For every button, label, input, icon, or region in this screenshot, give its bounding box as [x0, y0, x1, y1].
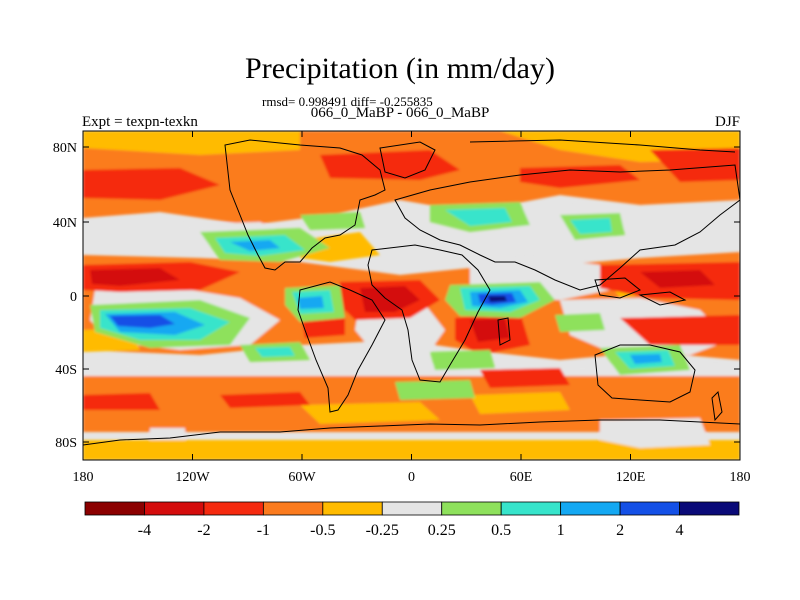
- colorbar-label: -0.25: [366, 522, 399, 539]
- chart-subtitle: 066_0_MaBP - 066_0_MaBP: [310, 105, 490, 121]
- colorbar-swatch: [322, 501, 383, 516]
- precip-region-red: [83, 168, 220, 200]
- lon-tick-label: 120E: [616, 470, 646, 485]
- latitude-axis: 80N 40N 0 40S 80S: [53, 141, 740, 451]
- colorbar-swatch: [381, 501, 443, 516]
- colorbar-label: -2: [197, 522, 210, 539]
- coastline: [711, 390, 723, 422]
- precip-region-lightblue: [630, 354, 662, 364]
- season-label: DJF: [714, 114, 740, 130]
- longitude-axis: 180 120W 60W 0 60E 120E 180: [73, 131, 751, 485]
- colorbar-swatch: [203, 501, 264, 516]
- precip-region-darkred: [470, 318, 510, 342]
- colorbar-label: -4: [138, 522, 151, 539]
- colorbar-swatch: [262, 501, 324, 516]
- lat-tick-label: 80S: [55, 436, 77, 451]
- colorbar: -4 -2 -1 -0.5 -0.25 0.25 0.5 1 2 4: [84, 501, 740, 539]
- coastline: [367, 244, 491, 383]
- precip-region-red: [520, 165, 640, 188]
- precip-region-red: [650, 148, 740, 182]
- precip-region-green: [300, 212, 365, 230]
- precip-region-red: [620, 315, 740, 345]
- coastline: [469, 139, 736, 153]
- precip-region-yellow: [470, 392, 570, 414]
- precip-region-darkred: [90, 268, 180, 286]
- colorbar-label: -1: [257, 522, 270, 539]
- coastline: [224, 139, 386, 271]
- precip-region-yellow: [300, 402, 440, 424]
- precip-region-cyan: [570, 218, 612, 234]
- lon-tick-label: 60E: [510, 470, 533, 485]
- lat-tick-label: 40N: [53, 216, 77, 231]
- precip-region-darkred: [640, 270, 715, 288]
- precip-region-red: [83, 393, 160, 410]
- lat-tick-label: 0: [70, 290, 77, 305]
- coastline-layer: [83, 139, 740, 446]
- colorbar-label: 1: [557, 522, 565, 539]
- colorbar-swatch: [500, 501, 562, 516]
- precip-region-blue: [110, 315, 175, 328]
- colorbar-label: 2: [616, 522, 624, 539]
- lon-tick-label: 180: [730, 470, 751, 485]
- precip-region-background: [600, 418, 710, 448]
- precip-region-cyan: [445, 208, 512, 226]
- colorbar-label: -0.5: [310, 522, 335, 539]
- colorbar-label: 0.5: [491, 522, 511, 539]
- precip-region-yellow: [83, 131, 300, 155]
- precip-region-red: [220, 392, 310, 408]
- coastline: [638, 291, 687, 306]
- colorbar-label: 4: [676, 522, 684, 539]
- precip-field-layer: [83, 131, 740, 460]
- lon-tick-label: 180: [73, 470, 94, 485]
- coastline: [379, 141, 436, 179]
- colorbar-swatch: [679, 501, 740, 516]
- precip-region-lightblue: [230, 240, 280, 251]
- lon-tick-label: 120W: [175, 470, 210, 485]
- colorbar-swatch: [560, 501, 621, 516]
- precip-region-navy: [488, 296, 507, 302]
- lon-tick-label: 0: [408, 470, 415, 485]
- precip-region-red: [320, 150, 460, 180]
- precip-region-green: [395, 380, 475, 400]
- precip-region-yellow: [83, 440, 740, 460]
- precip-region-red: [480, 368, 570, 388]
- coastline: [594, 277, 641, 299]
- lat-tick-label: 80N: [53, 141, 77, 156]
- coastline: [83, 419, 740, 446]
- lon-tick-label: 60W: [288, 470, 316, 485]
- precip-region-green: [555, 313, 605, 332]
- coastline: [594, 344, 696, 403]
- precip-region-cyan: [255, 347, 295, 357]
- colorbar-swatch: [619, 501, 680, 516]
- experiment-label: Expt = texpn-texkn: [82, 114, 198, 130]
- coastline: [394, 164, 740, 291]
- coastline: [297, 281, 386, 413]
- precip-region-yellow: [300, 232, 380, 262]
- colorbar-swatch: [84, 501, 145, 516]
- colorbar-swatch: [144, 501, 205, 516]
- coastline: [497, 317, 511, 346]
- precip-region-lightblue: [298, 296, 324, 309]
- colorbar-label: 0.25: [428, 522, 456, 539]
- lat-tick-label: 40S: [55, 363, 77, 378]
- statistics-label: rmsd= 0.998491 diff= -0.255835: [262, 94, 433, 109]
- chart-title: Precipitation (in mm/day): [245, 52, 555, 85]
- map-field: [83, 131, 740, 460]
- colorbar-swatch: [441, 501, 502, 516]
- precip-region-background: [83, 360, 740, 376]
- precip-region-green: [430, 350, 495, 370]
